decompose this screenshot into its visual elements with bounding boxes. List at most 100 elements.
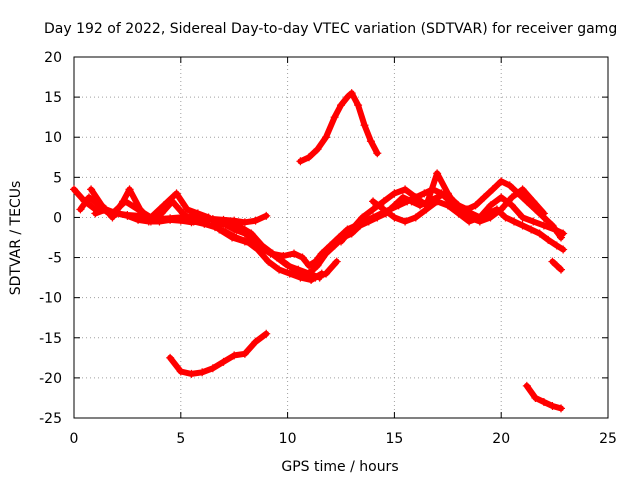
y-tick-label: -20	[39, 371, 62, 387]
grid-lines	[74, 57, 608, 418]
data-point	[298, 253, 307, 262]
data-point	[535, 229, 544, 238]
data-point	[559, 229, 568, 238]
data-point	[531, 393, 540, 402]
data-point	[411, 213, 420, 222]
data-point	[507, 201, 516, 210]
series-trace	[338, 170, 547, 245]
data-point	[369, 205, 378, 214]
data-point	[390, 201, 399, 210]
data-point	[279, 251, 288, 260]
series-arc-i	[296, 89, 382, 166]
data-point	[112, 209, 121, 218]
data-point	[251, 216, 260, 225]
y-tick-label: 10	[44, 130, 62, 146]
data-point	[208, 364, 217, 373]
data-point	[544, 235, 553, 244]
data-point	[264, 257, 273, 266]
data-point	[285, 269, 294, 278]
x-axis-label: GPS time / hours	[281, 459, 398, 475]
data-point	[548, 257, 557, 266]
data-point	[157, 209, 166, 218]
data-point	[529, 197, 538, 206]
data-point	[398, 193, 407, 202]
data-point	[518, 213, 527, 222]
data-point	[497, 193, 506, 202]
x-tick-label: 25	[599, 431, 617, 447]
data-point	[522, 381, 531, 390]
data-point	[166, 215, 175, 224]
axis-ticks	[73, 56, 609, 419]
data-point	[70, 185, 78, 194]
data-point	[183, 205, 192, 214]
data-point	[296, 157, 305, 166]
data-point	[330, 113, 339, 122]
data-point	[247, 229, 256, 238]
series-arc-h	[369, 193, 568, 238]
x-tick-labels: 0 5 10 15 20 25	[70, 431, 617, 447]
data-point	[119, 197, 128, 206]
data-point	[443, 189, 452, 198]
y-tick-labels: -25 -20 -15 -10 -5 0 5 10 15 20	[39, 50, 62, 427]
data-point	[347, 89, 356, 98]
data-point	[347, 225, 356, 234]
data-point	[475, 213, 484, 222]
data-point	[358, 213, 367, 222]
data-point	[307, 276, 316, 285]
data-point	[539, 209, 548, 218]
data-point	[262, 211, 271, 220]
data-point	[330, 241, 339, 250]
data-point	[198, 368, 207, 377]
data-point	[215, 225, 224, 234]
data-point	[552, 241, 561, 250]
data-point	[501, 213, 510, 222]
data-point	[240, 349, 249, 358]
data-point	[176, 367, 185, 376]
data-point	[198, 217, 207, 226]
data-point	[557, 265, 566, 274]
data-point	[144, 217, 153, 226]
data-point	[411, 193, 420, 202]
x-tick-label: 20	[492, 431, 510, 447]
data-point	[155, 217, 164, 226]
data-point	[296, 273, 305, 282]
data-point	[228, 233, 237, 242]
series-arc-l	[548, 257, 566, 274]
data-point	[187, 369, 196, 378]
y-tick-label: 0	[53, 210, 62, 226]
data-point	[379, 197, 388, 206]
data-point	[443, 201, 452, 210]
data-point	[230, 216, 239, 225]
data-point	[332, 257, 341, 266]
data-point	[354, 101, 363, 110]
data-point	[548, 401, 557, 410]
data-point	[529, 217, 538, 226]
data-point	[219, 215, 228, 224]
data-point	[168, 197, 177, 206]
data-point	[317, 269, 326, 278]
data-point	[527, 225, 536, 234]
data-point	[552, 261, 561, 270]
data-point	[304, 269, 313, 278]
x-tick-label: 0	[70, 431, 79, 447]
plot-frame	[73, 56, 609, 419]
data-point	[390, 213, 399, 222]
data-point	[343, 93, 352, 102]
data-point	[518, 221, 527, 230]
y-tick-label: 20	[44, 50, 62, 66]
series-arc-k	[522, 381, 566, 413]
data-point	[497, 177, 506, 186]
data-point	[266, 249, 275, 258]
data-point	[322, 133, 331, 142]
data-point	[176, 216, 185, 225]
data-point	[480, 193, 489, 202]
data-point	[510, 217, 519, 226]
data-point	[557, 404, 566, 413]
data-point	[539, 221, 548, 230]
series-arc-j	[166, 329, 271, 378]
data-point	[240, 218, 249, 227]
data-point	[178, 209, 187, 218]
series-trace	[167, 330, 270, 377]
data-point	[486, 201, 495, 210]
